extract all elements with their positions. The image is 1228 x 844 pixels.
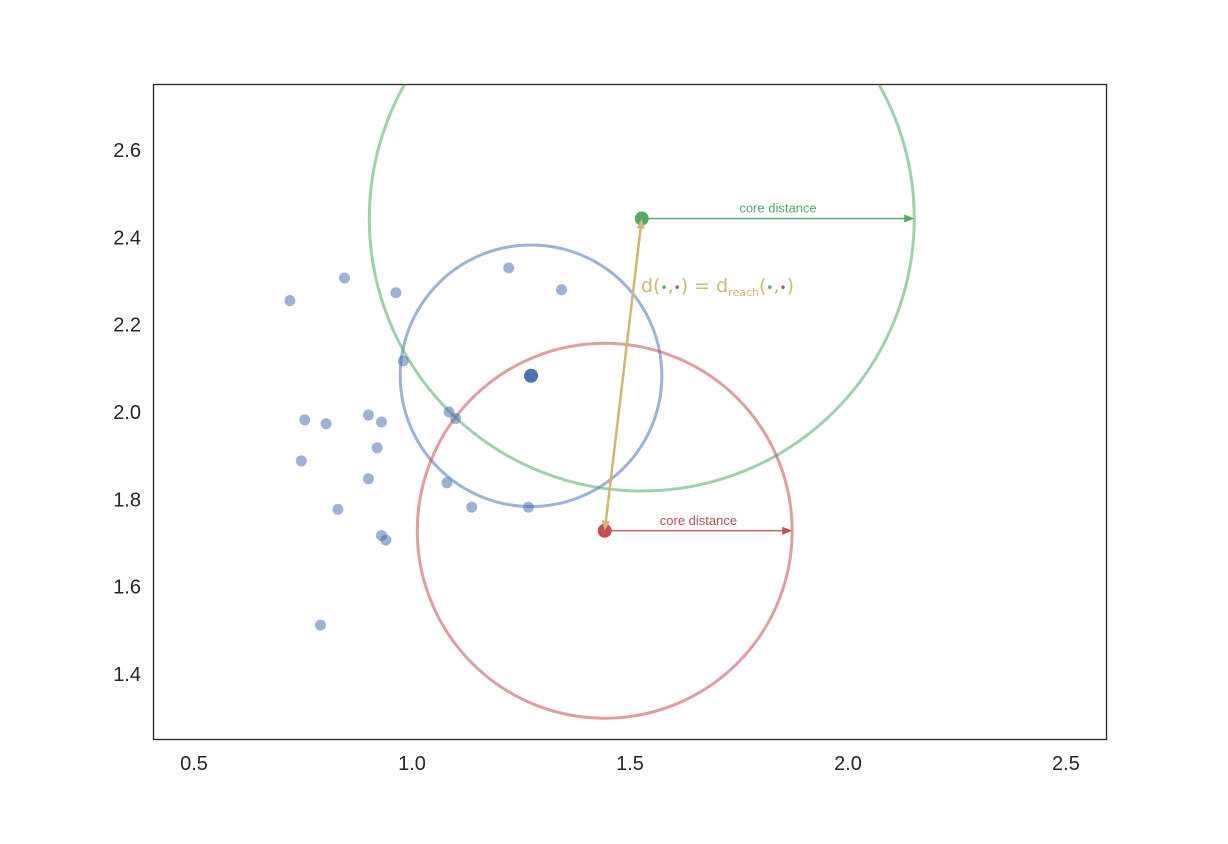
- y-tick-label: 2.2: [113, 315, 141, 337]
- reach-distance-arrow-line: [604, 226, 643, 523]
- y-tick-label: 2.4: [113, 227, 141, 249]
- x-axis-ticks: 0.5 1.0 1.5 2.0 2.5: [180, 753, 1080, 775]
- x-tick-label: 2.0: [834, 753, 862, 775]
- data-point: [362, 473, 374, 485]
- formula-green-dot: •: [766, 281, 773, 295]
- data-point: [314, 619, 326, 631]
- plot-frame: [152, 83, 1108, 741]
- reach-distance-arrow-head: [636, 218, 645, 229]
- formula-comma: ,: [668, 275, 674, 297]
- y-tick-label: 1.4: [113, 664, 141, 686]
- core-distance-label: core distance: [739, 201, 816, 216]
- data-point: [332, 503, 344, 515]
- y-tick-label: 2.6: [113, 140, 141, 162]
- formula-equals: = d: [688, 275, 728, 297]
- data-point: [466, 501, 478, 513]
- x-tick-label: 1.0: [398, 753, 426, 775]
- formula-red-dot: •: [674, 281, 681, 295]
- data-point: [376, 416, 388, 428]
- data-point: [284, 295, 296, 307]
- reachability-formula: d(•,•) = dreach(•,•): [641, 275, 794, 299]
- formula-open: (: [759, 275, 766, 297]
- formula-comma: ,: [773, 275, 779, 297]
- circles-layer: [367, 84, 916, 720]
- data-point: [380, 534, 392, 546]
- reach-distance-arrow-head: [601, 520, 610, 531]
- data-point: [522, 501, 534, 513]
- x-tick-label: 1.5: [616, 753, 644, 775]
- formula-red-dot: •: [780, 281, 787, 295]
- data-point: [295, 455, 307, 467]
- y-tick-label: 1.6: [113, 577, 141, 599]
- center-point: [524, 368, 539, 383]
- data-point: [362, 409, 374, 421]
- data-point: [556, 284, 568, 296]
- y-tick-label: 1.8: [113, 489, 141, 511]
- data-point: [338, 272, 350, 284]
- data-point: [320, 418, 332, 430]
- data-point: [441, 477, 453, 489]
- formula-close: ): [681, 275, 688, 297]
- x-tick-label: 2.5: [1052, 753, 1080, 775]
- data-point: [371, 442, 383, 454]
- formula-d: d(: [641, 275, 660, 297]
- data-point: [503, 262, 515, 274]
- formula-green-dot: •: [660, 281, 667, 295]
- y-tick-label: 2.0: [113, 402, 141, 424]
- data-point: [397, 355, 409, 367]
- points-layer: [284, 211, 649, 631]
- formula-subscript: reach: [728, 286, 759, 299]
- core-distance-arrow-head: [904, 214, 915, 223]
- data-point: [390, 287, 402, 299]
- core-distance-arrow-head: [782, 526, 793, 535]
- green-circle: [367, 84, 916, 493]
- core-distance-label: core distance: [660, 513, 737, 528]
- data-point: [299, 414, 311, 426]
- data-point: [450, 413, 462, 425]
- x-tick-label: 0.5: [180, 753, 208, 775]
- y-axis-ticks: 1.4 1.6 1.8 2.0 2.2 2.4 2.6: [113, 140, 141, 686]
- formula-close: ): [787, 275, 794, 297]
